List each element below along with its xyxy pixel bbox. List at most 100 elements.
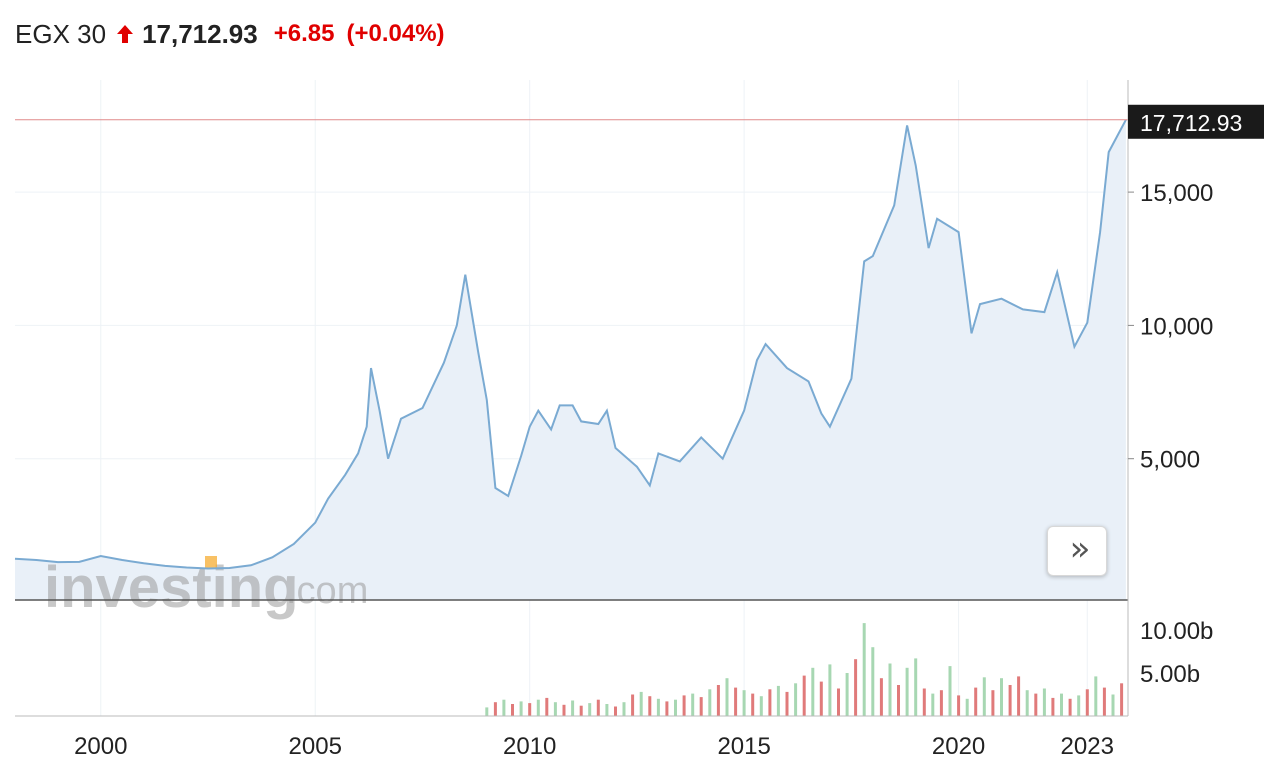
volume-bar xyxy=(1042,688,1046,716)
volume-bar xyxy=(639,691,643,716)
price-tick-label: 15,000 xyxy=(1140,180,1213,207)
volume-bar xyxy=(579,705,583,716)
volume-bar xyxy=(511,704,514,716)
volume-tick-label: 10.00b xyxy=(1140,618,1213,645)
volume-bar xyxy=(776,685,780,716)
volume-bar xyxy=(493,702,497,716)
time-tick-label: 2015 xyxy=(717,733,770,760)
price-tick-label: 5,000 xyxy=(1140,447,1200,474)
volume-bar xyxy=(1120,683,1124,716)
volume-bar xyxy=(631,694,635,716)
volume-bar xyxy=(596,699,600,716)
price-tick-label: 10,000 xyxy=(1140,313,1213,340)
volume-bar xyxy=(588,703,592,716)
volume-bar xyxy=(914,658,918,716)
volume-bar xyxy=(837,688,840,716)
last-price-tag: 17,712.93 xyxy=(1128,104,1264,139)
volume-bar xyxy=(571,700,575,716)
volume-bar xyxy=(656,698,660,716)
volume-bar xyxy=(1008,685,1012,716)
volume-bar xyxy=(802,675,806,716)
chart-axes: 15,000 10,000 5,000 10.00b 5.00b 2000 2005 2010… xyxy=(15,80,1213,760)
volume-bar xyxy=(622,702,626,716)
volume-bar xyxy=(1025,690,1029,716)
volume-bar xyxy=(828,664,832,716)
volume-bar xyxy=(605,704,609,716)
volume-bar xyxy=(785,691,789,716)
time-tick-label: 2005 xyxy=(289,733,342,760)
watermark-brand: investing xyxy=(44,555,299,620)
volume-bar xyxy=(991,690,995,716)
volume-bar xyxy=(734,687,738,716)
volume-bar xyxy=(811,667,815,716)
volume-bar xyxy=(742,690,746,716)
volume-bar xyxy=(708,689,712,716)
volume-bar xyxy=(974,687,978,716)
volume-bar xyxy=(614,706,617,716)
volume-bar xyxy=(485,707,489,716)
price-change-percent: (+0.04%) xyxy=(346,20,445,47)
instrument-name: EGX 30 xyxy=(15,18,107,49)
watermark-suffix: .com xyxy=(286,570,368,612)
volume-bar xyxy=(562,704,566,716)
watermark-dot xyxy=(205,556,217,568)
volume-bar xyxy=(897,685,900,716)
volume-bar xyxy=(648,696,652,716)
volume-bar xyxy=(1085,689,1089,716)
volume-bar xyxy=(1000,678,1003,716)
volume-bar xyxy=(948,666,952,716)
volume-bar xyxy=(545,697,549,716)
volume-bar xyxy=(1102,687,1106,716)
volume-bar xyxy=(1111,694,1115,716)
volume-bar xyxy=(879,678,883,716)
volume-bar xyxy=(751,693,755,716)
volume-bar xyxy=(1094,676,1098,716)
time-tick-label: 2020 xyxy=(932,733,985,760)
quote-header: EGX 30 17,712.93 +6.85 (+0.04%) xyxy=(15,14,445,54)
volume-bar xyxy=(922,688,926,716)
time-tick-label: 2023 xyxy=(1061,733,1114,760)
price-line xyxy=(14,119,1127,570)
volume-bar xyxy=(1060,693,1063,716)
volume-bar xyxy=(982,677,986,716)
price-area-fill xyxy=(15,119,1126,601)
volume-bar xyxy=(1068,698,1072,716)
volume-bar xyxy=(716,685,720,716)
volume-bar xyxy=(965,698,969,716)
volume-bar xyxy=(536,699,540,716)
volume-bar xyxy=(794,683,798,716)
up-arrow-icon xyxy=(117,25,134,43)
volume-bar xyxy=(1077,695,1081,716)
volume-bar xyxy=(674,699,677,716)
scroll-to-latest-button[interactable]: » xyxy=(1047,526,1107,576)
volume-bar xyxy=(768,689,772,716)
volume-bar xyxy=(931,693,935,716)
volume-bar xyxy=(854,659,858,716)
volume-bar xyxy=(699,697,703,716)
volume-bar xyxy=(862,623,866,716)
volume-bar xyxy=(905,667,909,716)
volume-bar xyxy=(528,703,532,716)
volume-bar xyxy=(939,690,943,716)
volume-bar xyxy=(819,681,823,716)
volume-bar xyxy=(725,678,729,716)
volume-bar xyxy=(871,647,875,716)
volume-bar xyxy=(553,702,557,716)
volume-bar xyxy=(888,663,892,716)
volume-bar xyxy=(759,696,763,716)
volume-bar xyxy=(1017,676,1021,716)
volume-bar xyxy=(1051,697,1055,716)
volume-bar xyxy=(691,693,695,716)
volume-bar xyxy=(957,695,961,716)
price-change: +6.85 xyxy=(273,20,335,47)
volume-bar xyxy=(1034,693,1038,716)
volume-bar xyxy=(845,673,849,716)
volume-tick-label: 5.00b xyxy=(1140,661,1200,688)
time-tick-label: 2000 xyxy=(74,733,127,760)
last-price-tag-label: 17,712.93 xyxy=(1140,110,1242,136)
volume-bars xyxy=(485,623,1124,716)
last-price: 17,712.93 xyxy=(142,18,258,49)
volume-bar xyxy=(502,699,506,716)
volume-bar xyxy=(665,701,669,716)
